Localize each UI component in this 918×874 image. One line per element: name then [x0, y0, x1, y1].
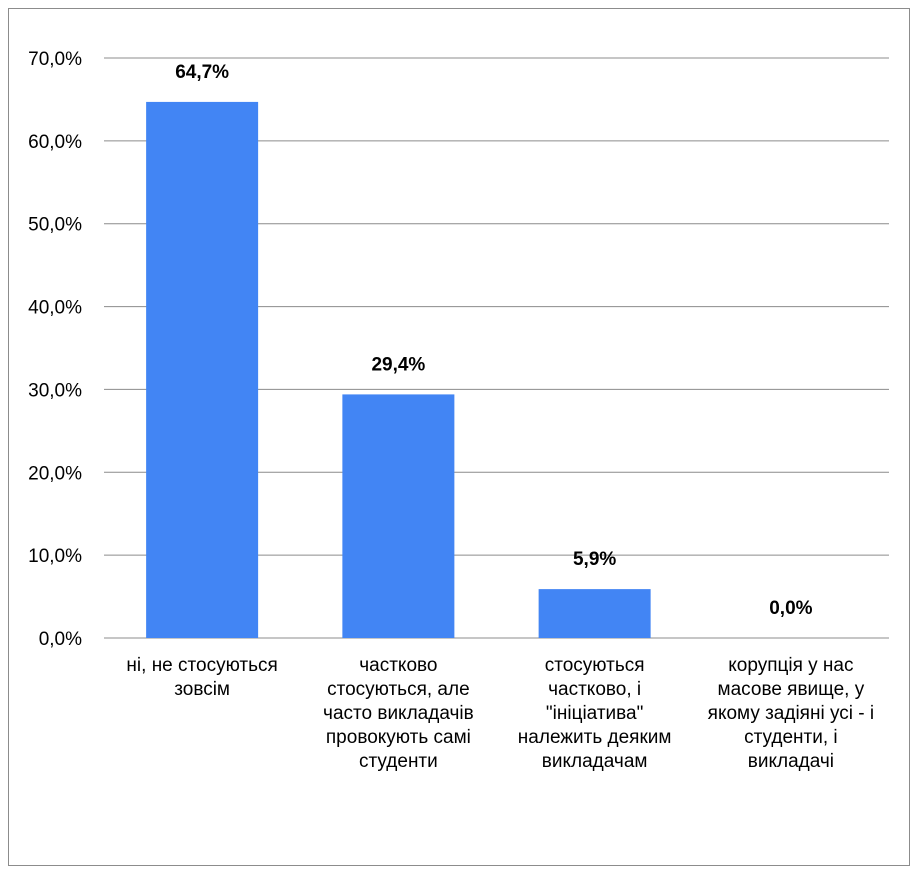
x-category-label: стосуються частково, і "ініціатива" нале…: [517, 655, 672, 772]
bar: [342, 394, 455, 638]
x-category-label: частково стосуються, але часто викладачі…: [323, 655, 474, 772]
data-label: 64,7%: [175, 62, 229, 83]
y-tick-label: 20,0%: [28, 463, 82, 484]
x-category-label: корупція у нас масове явище, у якому зад…: [707, 655, 875, 772]
bar: [146, 101, 259, 638]
y-tick-label: 0,0%: [39, 629, 82, 650]
data-label: 5,9%: [573, 549, 616, 570]
y-tick-label: 60,0%: [28, 132, 82, 153]
y-tick-label: 50,0%: [28, 215, 82, 236]
bar: [538, 589, 651, 638]
y-tick-label: 30,0%: [28, 380, 82, 401]
y-tick-label: 10,0%: [28, 546, 82, 567]
data-label: 29,4%: [371, 354, 425, 375]
y-tick-label: 70,0%: [28, 49, 82, 70]
x-category-label: ні, не стосуються зовсім: [126, 655, 278, 700]
data-label: 0,0%: [769, 598, 812, 619]
y-tick-label: 40,0%: [28, 298, 82, 319]
